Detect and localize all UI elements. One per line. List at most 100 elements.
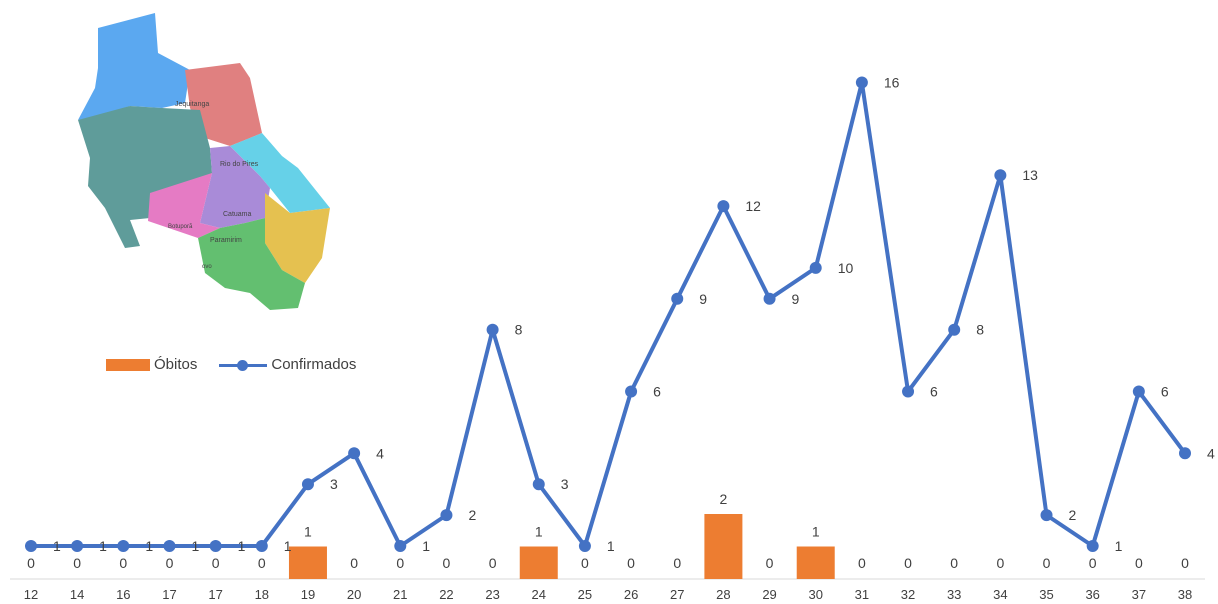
line-confirmados [31,80,1187,548]
x-tick-label: 33 [947,587,961,602]
x-tick-label: 26 [624,587,638,602]
bar-value-label: 1 [812,524,820,540]
line-value-label: 4 [1207,445,1215,461]
bar-value-label: 1 [304,524,312,540]
point-confirmados [578,540,591,552]
point-confirmados [625,385,638,398]
x-tick-label: 31 [855,587,869,602]
x-tick-label: 37 [1132,587,1146,602]
map-label-jequitanga: Jequitanga [175,101,209,108]
axis-layer: 12 14 16 17 17 18 19 20 21 22 23 24 25 26 27 28 29 30 31 32… [10,578,1205,602]
line-value-label: 2 [1069,507,1077,523]
x-tick-label: 23 [485,587,499,602]
bar-value-label: 0 [581,555,589,571]
line-value-label: 6 [653,384,661,400]
point-confirmados [902,385,915,398]
map-region-teal [78,106,212,248]
x-tick-label: 12 [24,587,38,602]
bar-obitos [704,514,743,579]
point-confirmados [25,540,37,552]
line-value-label: 1 [607,538,615,554]
map-label-catuama: Catuama [223,211,252,218]
bar-value-label: 0 [858,555,866,571]
map-region-blue [78,13,190,120]
point-confirmados [855,76,868,89]
line-value-label: 3 [330,476,338,492]
legend-swatch-obitos [106,358,150,371]
bar-value-label: 0 [1135,555,1143,571]
bar-obitos [288,546,327,579]
bar-value-label: 0 [212,555,220,571]
bar-value-label: 0 [627,555,635,571]
point-confirmados [532,478,545,491]
x-tick-label: 38 [1178,587,1192,602]
bar-value-label: 0 [904,555,912,571]
point-confirmados [994,169,1007,182]
bar-value-label: 0 [119,555,127,571]
line-value-label: 9 [699,291,707,307]
line-value-label: 13 [1022,167,1038,183]
line-value-label: 1 [1115,538,1123,554]
map-label-novo: ovo [202,264,212,270]
line-layer [25,76,1191,552]
x-tick-label: 28 [716,587,730,602]
bar-obitos [796,546,835,579]
x-tick-label: 30 [808,587,822,602]
line-value-label: 9 [792,291,800,307]
map-region-red [185,63,262,146]
x-tick-label: 34 [993,587,1007,602]
x-tick-label: 36 [1085,587,1099,602]
legend: Óbitos Confirmados [106,356,378,373]
bar-value-label: 0 [350,555,358,571]
map-region-cyan [230,133,330,213]
point-confirmados [255,540,268,552]
x-tick-label: 24 [532,587,546,602]
point-confirmados [163,540,176,552]
point-confirmados [71,540,84,552]
map-label-botupora: Botuporã [168,224,193,230]
point-confirmados [440,509,453,522]
x-tick-label: 14 [70,587,84,602]
bar-value-label: 0 [27,555,35,571]
bar-value-label: 0 [996,555,1004,571]
point-confirmados [1179,447,1191,460]
legend-swatch-confirmados [219,358,268,372]
x-tick-label: 22 [439,587,453,602]
x-tick-label: 32 [901,587,915,602]
region-map: Jequitanga Rio do Pires Catuama Botuporã… [78,13,330,310]
line-value-label: 6 [930,384,938,400]
line-value-label: 3 [561,476,569,492]
bar-value-label: 0 [489,555,497,571]
map-label-rio: Rio do Pires [220,161,259,168]
x-tick-label: 17 [208,587,222,602]
bar-value-label: 0 [1181,555,1189,571]
legend-item-confirmados[interactable]: Confirmados [219,356,356,373]
line-value-label: 1 [238,538,246,554]
line-value-label: 10 [838,260,854,276]
line-value-label: 1 [284,538,292,554]
line-value-label: 16 [884,75,900,91]
x-tick-label: 16 [116,587,130,602]
bar-layer [288,514,835,579]
line-value-label: 1 [145,538,153,554]
x-tick-label: 29 [762,587,776,602]
point-confirmados [1040,509,1053,522]
point-confirmados [301,478,314,491]
line-value-label: 12 [745,198,761,214]
legend-item-obitos[interactable]: Óbitos [106,356,197,373]
bar-value-label: 0 [766,555,774,571]
bar-value-label: 0 [673,555,681,571]
x-tick-label: 17 [162,587,176,602]
point-confirmados [486,323,499,336]
bar-obitos [519,546,558,579]
map-region-green [198,218,305,310]
legend-label-confirmados: Confirmados [271,356,357,373]
bar-value-label: 0 [950,555,958,571]
point-confirmados [763,292,776,305]
line-value-label: 8 [976,322,984,338]
point-confirmados [348,447,361,460]
line-value-label: 1 [422,538,430,554]
line-value-label: 1 [191,538,199,554]
point-confirmados [394,540,407,552]
